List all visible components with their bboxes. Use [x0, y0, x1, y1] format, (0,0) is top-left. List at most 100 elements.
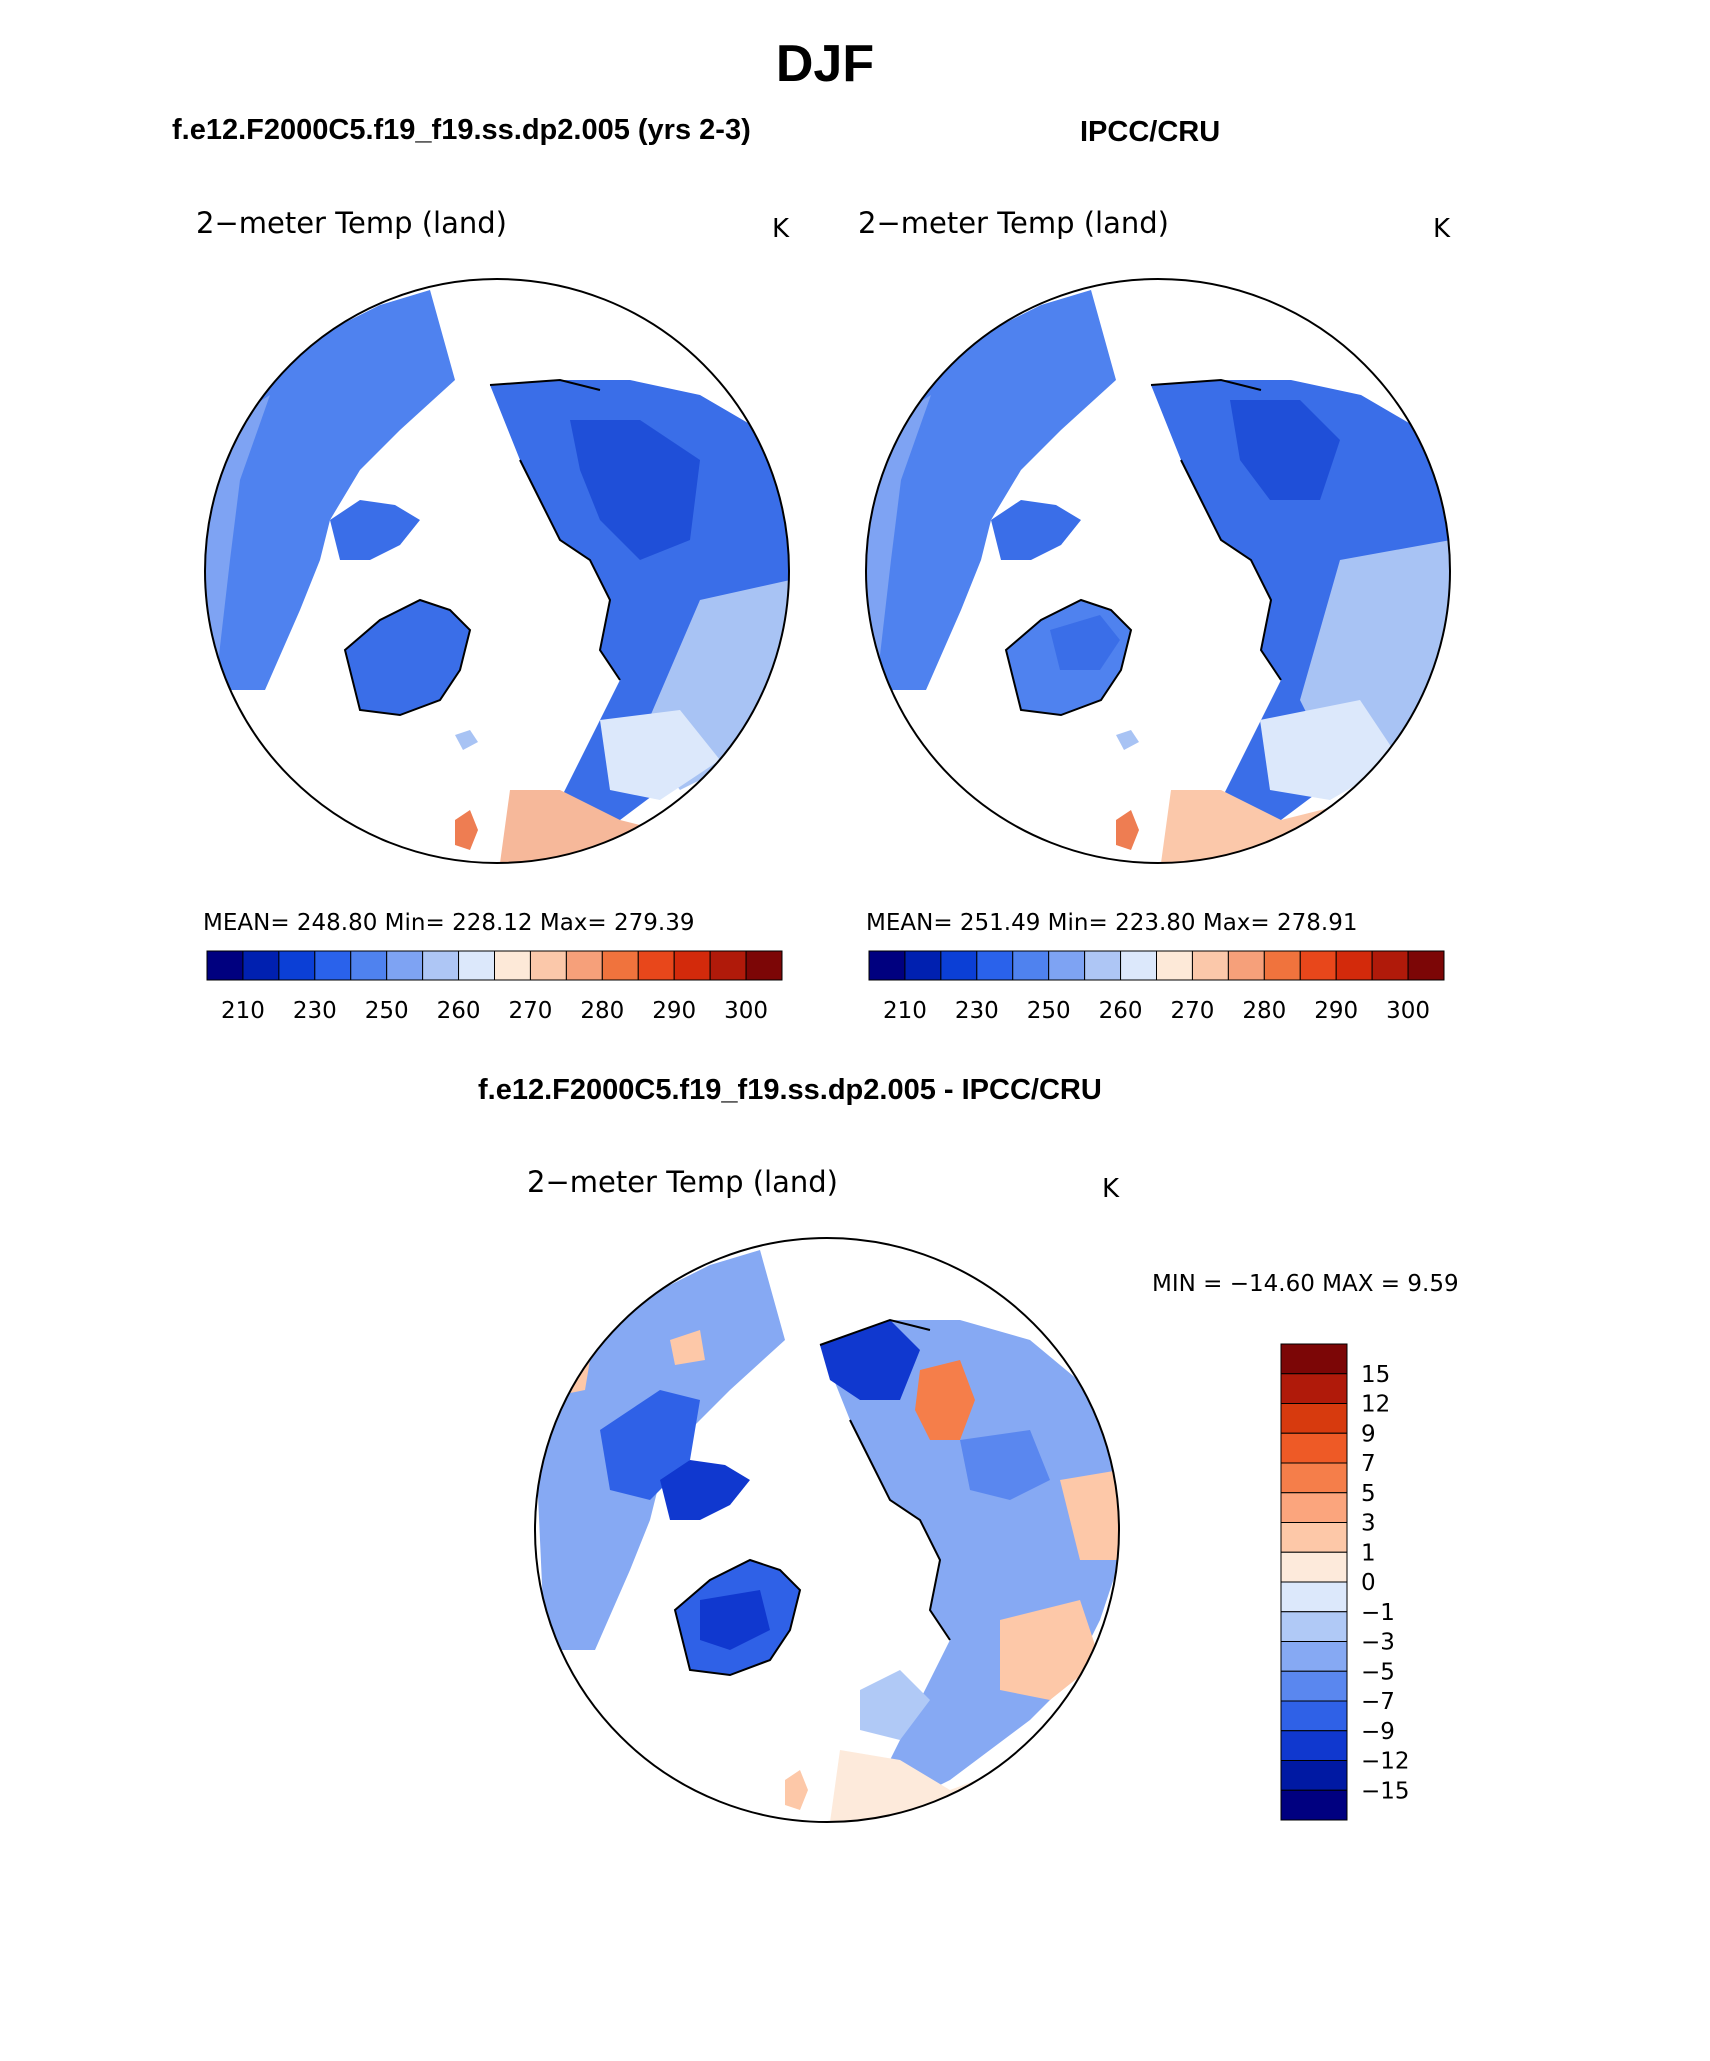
siberia-deep: [1230, 400, 1340, 500]
colorbar-swatch: [1280, 1730, 1348, 1761]
colorbar-tick-label: 260: [437, 998, 481, 1024]
left-coast-greenland: [343, 598, 472, 717]
left-variable-label: 2−meter Temp (land): [196, 206, 507, 240]
diff-stats: MIN = −14.60 MAX = 9.59: [1152, 1271, 1459, 1297]
colorbar-swatch: [1280, 1700, 1348, 1732]
colorbar-swatch: [1299, 950, 1337, 981]
colorbar-swatch: [745, 950, 783, 981]
colorbar-tick-label: 250: [365, 998, 409, 1024]
right-variable-label: 2−meter Temp (land): [858, 206, 1169, 240]
colorbar-swatch: [1371, 950, 1409, 981]
siberia-deep: [570, 420, 700, 560]
colorbar-swatch: [1280, 1403, 1348, 1434]
left-panel-title: f.e12.F2000C5.f19_f19.ss.dp2.005 (yrs 2-…: [172, 114, 751, 146]
europe-pale: [600, 710, 720, 800]
right-colorbar: 210 230 250 260 270 280 290 300: [868, 950, 1445, 1024]
colorbar-swatch: [1280, 1641, 1348, 1672]
colorbar-swatch: [494, 950, 531, 981]
scandinavia: [860, 1670, 930, 1740]
colorbar-swatch: [529, 950, 567, 981]
colorbar-swatch: [940, 950, 978, 981]
colorbar-tick-label: 270: [508, 998, 552, 1024]
colorbar-swatch: [1280, 1373, 1348, 1404]
colorbar-swatch: [1280, 1670, 1348, 1702]
left-coast-eurasia: [489, 378, 621, 681]
diff-colorbar: 15 12 9 7 5 3 1 0 −1 −3 −5 −7 −9 −12 −15: [1280, 1343, 1410, 1821]
colorbar-swatch: [1120, 950, 1157, 981]
colorbar-swatch: [206, 950, 244, 981]
diff-units-label: K: [1102, 1174, 1120, 1204]
colorbar-swatch: [673, 950, 711, 981]
right-stats: MEAN= 251.49 Min= 223.80 Max= 278.91: [866, 910, 1358, 936]
colorbar-tick-label: 210: [221, 998, 265, 1024]
left-colorbar: 210 230 250 260 270 280 290 300: [206, 950, 783, 1024]
canadian-archipelago: [660, 1460, 750, 1520]
colorbar-swatch: [458, 950, 495, 981]
colorbar-tick-label: 5: [1361, 1481, 1376, 1507]
colorbar-swatch: [565, 950, 603, 981]
colorbar-tick-label: 280: [580, 998, 624, 1024]
diff-panel-title: f.e12.F2000C5.f19_f19.ss.dp2.005 - IPCC/…: [478, 1074, 1102, 1106]
colorbar-swatch: [1280, 1760, 1348, 1791]
canadian-archipelago: [991, 500, 1081, 560]
colorbar-swatch: [386, 950, 424, 981]
colorbar-tick-label: 3: [1361, 1511, 1376, 1537]
colorbar-tick-label: 270: [1170, 998, 1214, 1024]
colorbar-tick-label: −7: [1361, 1689, 1395, 1715]
colorbar-swatch: [601, 950, 639, 981]
diff-polar-map: [534, 1237, 1120, 1823]
right-polar-map: [865, 278, 1451, 864]
uk: [785, 1770, 808, 1810]
colorbar-tick-label: 9: [1361, 1421, 1376, 1447]
colorbar-swatch: [868, 950, 906, 981]
left-polar-map: [204, 278, 790, 864]
colorbar-tick-label: −12: [1361, 1749, 1410, 1775]
diff-variable-label: 2−meter Temp (land): [527, 1165, 838, 1199]
colorbar-tick-label: 260: [1099, 998, 1143, 1024]
canadian-archipelago: [330, 500, 420, 560]
europe-pale: [1260, 700, 1400, 800]
alaska-warm: [210, 390, 245, 430]
colorbar-swatch: [1280, 1343, 1348, 1375]
colorbar-swatch: [1335, 950, 1373, 981]
left-stats: MEAN= 248.80 Min= 228.12 Max= 279.39: [203, 910, 695, 936]
colorbar-swatch: [1012, 950, 1050, 981]
siberia-deep: [820, 1320, 920, 1400]
eurasia-warm-south: [1000, 1600, 1100, 1700]
colorbar-swatch: [1280, 1611, 1348, 1642]
greenland: [345, 600, 470, 715]
greenland-deep: [700, 1590, 770, 1650]
right-coast-eurasia: [1150, 378, 1282, 681]
colorbar-tick-label: 15: [1361, 1362, 1390, 1388]
colorbar-tick-label: 230: [293, 998, 337, 1024]
colorbar-tick-label: 250: [1027, 998, 1071, 1024]
colorbar-swatch: [314, 950, 352, 981]
colorbar-swatch: [1280, 1462, 1348, 1494]
colorbar-swatch: [1407, 950, 1445, 981]
colorbar-swatch: [1227, 950, 1265, 981]
diff-coast-eurasia: [819, 1318, 951, 1641]
colorbar-swatch: [1280, 1492, 1348, 1523]
iceland: [1116, 730, 1139, 750]
colorbar-tick-label: 12: [1361, 1392, 1390, 1418]
colorbar-tick-label: 300: [1386, 998, 1430, 1024]
left-units-label: K: [772, 214, 790, 244]
colorbar-swatch: [1280, 1522, 1348, 1553]
colorbar-swatch: [422, 950, 460, 981]
colorbar-swatch: [350, 950, 388, 981]
colorbar-swatch: [1156, 950, 1193, 981]
diff-coast-greenland: [673, 1558, 802, 1677]
uk: [455, 810, 478, 850]
colorbar-tick-label: −9: [1361, 1719, 1395, 1745]
colorbar-swatch: [1280, 1551, 1348, 1583]
colorbar-swatch: [976, 950, 1014, 981]
colorbar-tick-label: 7: [1361, 1451, 1376, 1477]
colorbar-swatch: [904, 950, 942, 981]
colorbar-tick-label: 0: [1361, 1570, 1376, 1596]
colorbar-tick-label: −1: [1361, 1600, 1395, 1626]
colorbar-swatch: [278, 950, 316, 981]
right-coast-greenland: [1004, 598, 1133, 717]
na-warm-patch-2: [670, 1330, 705, 1365]
colorbar-swatch: [1191, 950, 1229, 981]
alaska-warm: [871, 390, 906, 430]
